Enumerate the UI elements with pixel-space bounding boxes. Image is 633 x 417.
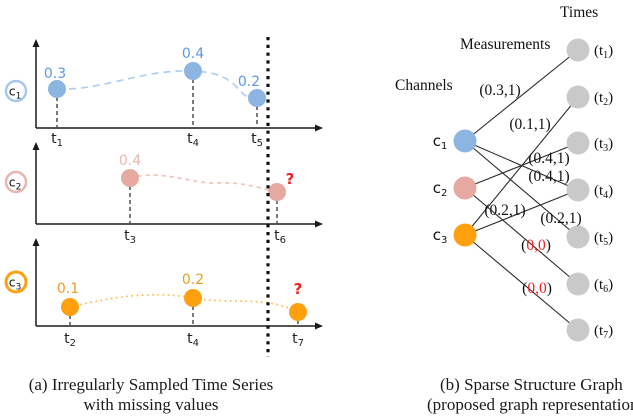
channels-header: Channels bbox=[395, 77, 453, 94]
time-node-label-t4: (t4) bbox=[594, 183, 613, 201]
tick-label: t3 bbox=[124, 228, 136, 246]
graph-edges bbox=[464, 49, 579, 331]
time-node-label-t3: (t3) bbox=[594, 136, 613, 154]
edge-label-c3-t4: (0.2,1) bbox=[484, 202, 525, 219]
channel-badge-label: c1 bbox=[9, 84, 22, 102]
edge-label-c3-t2: (0.1,1) bbox=[509, 116, 550, 133]
channel-badge-c2 bbox=[4, 170, 28, 194]
channel-node-c1 bbox=[453, 129, 477, 153]
times-header: Times bbox=[560, 4, 599, 21]
value-label: 0.2 bbox=[238, 74, 260, 90]
time-node-t6 bbox=[566, 272, 590, 296]
tick-label: t4 bbox=[187, 131, 199, 149]
time-node-t5 bbox=[566, 225, 590, 249]
time-node-label-t2: (t2) bbox=[594, 90, 613, 108]
graph-edge-c1-t4 bbox=[464, 140, 579, 191]
time-node-label-t1: (t1) bbox=[594, 43, 613, 61]
data-point bbox=[184, 62, 202, 80]
time-node-label-t5: (t5) bbox=[594, 230, 613, 248]
caption-a: (a) Irregularly Sampled Time Series with… bbox=[20, 375, 282, 415]
x-axis-arrow bbox=[315, 124, 323, 132]
measurements-header: Measurements bbox=[460, 36, 551, 53]
channel-badge-c3 bbox=[4, 270, 28, 294]
data-point bbox=[48, 80, 66, 98]
data-point bbox=[289, 303, 307, 321]
edge-label-c2-t6: (0,0) bbox=[521, 237, 551, 254]
caption-b-line2: (proposed graph representation) bbox=[427, 395, 633, 414]
edge-label-c1-t1: (0.3,1) bbox=[479, 82, 520, 99]
edge-label-c2-t3: (0.4,1) bbox=[528, 150, 569, 167]
edge-label-c3-t7: (0,0) bbox=[522, 280, 552, 297]
graph-edge-c3-t7 bbox=[464, 234, 579, 331]
tick-label: t7 bbox=[292, 331, 304, 349]
chart-c1: c1 0.3 t1 0.4 t4 0.2 t5 bbox=[4, 39, 323, 149]
y-axis-arrow bbox=[32, 142, 40, 150]
time-node-label-t6: (t6) bbox=[594, 277, 613, 295]
value-label: 0.4 bbox=[119, 153, 141, 169]
value-label: 0.3 bbox=[44, 66, 66, 82]
graph-edge-c1-t5 bbox=[464, 140, 579, 238]
data-point bbox=[61, 298, 79, 316]
tick-label: t5 bbox=[251, 131, 263, 149]
time-node-t3 bbox=[566, 131, 590, 155]
caption-a-line2: with missing values bbox=[83, 395, 219, 414]
time-node-label-t7: (t7) bbox=[594, 323, 613, 341]
y-axis-arrow bbox=[32, 238, 40, 246]
tick-label: t2 bbox=[64, 331, 76, 349]
time-node-t7 bbox=[566, 318, 590, 342]
value-label: 0.2 bbox=[182, 272, 204, 288]
x-axis-arrow bbox=[315, 220, 323, 228]
edge-label-c1-t4: (0.4,1) bbox=[528, 168, 569, 185]
graph-edge-c2-t6 bbox=[464, 187, 579, 285]
chart-c3: c3 0.1 t2 0.2 t4? t7 bbox=[4, 238, 323, 349]
time-node-t4 bbox=[566, 178, 590, 202]
channel-node-c3 bbox=[453, 223, 477, 247]
time-node-t2 bbox=[566, 85, 590, 109]
value-label: 0.1 bbox=[57, 281, 79, 297]
channel-node-label-c1: c1 bbox=[433, 132, 448, 152]
channel-node-c2 bbox=[453, 176, 477, 200]
channel-node-label-c2: c2 bbox=[433, 179, 448, 199]
missing-value-label: ? bbox=[286, 170, 295, 188]
channel-badge-label: c3 bbox=[9, 275, 22, 293]
y-axis-arrow bbox=[32, 39, 40, 47]
chart-c2: c2 0.4 t3? t6 bbox=[4, 142, 323, 246]
caption-a-line1: (a) Irregularly Sampled Time Series bbox=[28, 375, 274, 394]
tick-label: t1 bbox=[51, 131, 63, 149]
caption-b-line1: (b) Sparse Structure Graph bbox=[440, 375, 623, 394]
graph-edge-c3-t4 bbox=[464, 189, 579, 236]
edge-label-c1-t5: (0.2,1) bbox=[540, 210, 581, 227]
data-point bbox=[268, 183, 286, 201]
data-point bbox=[248, 89, 266, 107]
series-curve bbox=[69, 293, 299, 313]
tick-label: t4 bbox=[187, 331, 199, 349]
series-curve bbox=[56, 70, 258, 99]
x-axis-arrow bbox=[315, 322, 323, 330]
tick-label: t6 bbox=[274, 228, 286, 246]
series-curve bbox=[129, 174, 278, 193]
graph-edge-c1-t1 bbox=[464, 49, 579, 142]
channel-badge-label: c2 bbox=[9, 175, 22, 193]
data-point bbox=[184, 289, 202, 307]
channel-node-label-c3: c3 bbox=[433, 226, 448, 246]
data-point bbox=[121, 169, 139, 187]
value-label: 0.4 bbox=[182, 46, 204, 62]
channel-badge-c1 bbox=[4, 79, 28, 103]
missing-value-label: ? bbox=[294, 280, 303, 298]
time-node-t1 bbox=[566, 38, 590, 62]
